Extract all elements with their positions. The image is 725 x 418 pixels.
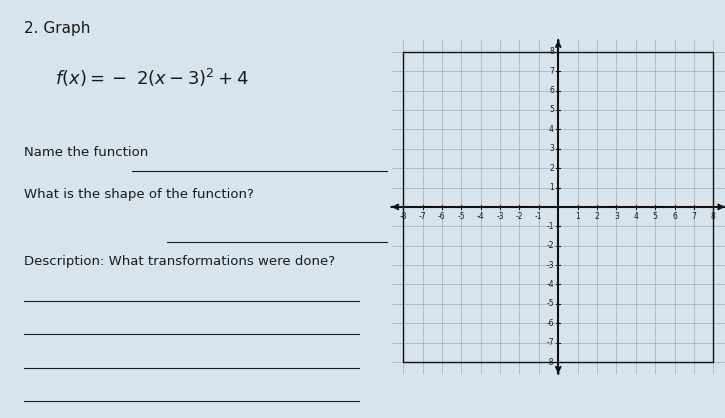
Text: -2: -2 (515, 212, 523, 222)
Text: Name the function: Name the function (24, 146, 148, 159)
Text: -5: -5 (457, 212, 465, 222)
Text: -6: -6 (547, 319, 554, 328)
Text: 5: 5 (652, 212, 658, 222)
Text: 8: 8 (711, 212, 716, 222)
Text: 2: 2 (594, 212, 600, 222)
Text: Description: What transformations were done?: Description: What transformations were d… (24, 255, 335, 268)
Text: -4: -4 (477, 212, 484, 222)
Text: 6: 6 (549, 86, 554, 95)
Text: -7: -7 (547, 338, 554, 347)
Text: -1: -1 (535, 212, 542, 222)
Text: What is the shape of the function?: What is the shape of the function? (24, 188, 254, 201)
Text: 3: 3 (549, 144, 554, 153)
Text: 1: 1 (550, 183, 554, 192)
Text: -1: -1 (547, 222, 554, 231)
Text: 2. Graph: 2. Graph (24, 21, 91, 36)
Text: -8: -8 (547, 357, 554, 367)
Text: 6: 6 (672, 212, 677, 222)
Text: 3: 3 (614, 212, 619, 222)
Text: 2: 2 (550, 163, 554, 173)
Text: -5: -5 (547, 299, 554, 308)
Text: 1: 1 (575, 212, 580, 222)
Text: -6: -6 (438, 212, 446, 222)
Text: -2: -2 (547, 241, 554, 250)
Text: 7: 7 (692, 212, 697, 222)
Text: -3: -3 (497, 212, 504, 222)
Text: 5: 5 (549, 105, 554, 115)
Text: 4: 4 (549, 125, 554, 134)
Text: -8: -8 (399, 212, 407, 222)
Text: 8: 8 (550, 47, 554, 56)
Text: -4: -4 (547, 280, 554, 289)
Text: $f(x) = -\ 2(x-3)^2 + 4$: $f(x) = -\ 2(x-3)^2 + 4$ (54, 67, 249, 89)
Text: 4: 4 (634, 212, 638, 222)
Text: -7: -7 (419, 212, 426, 222)
Text: 7: 7 (549, 67, 554, 76)
Text: -3: -3 (547, 260, 554, 270)
